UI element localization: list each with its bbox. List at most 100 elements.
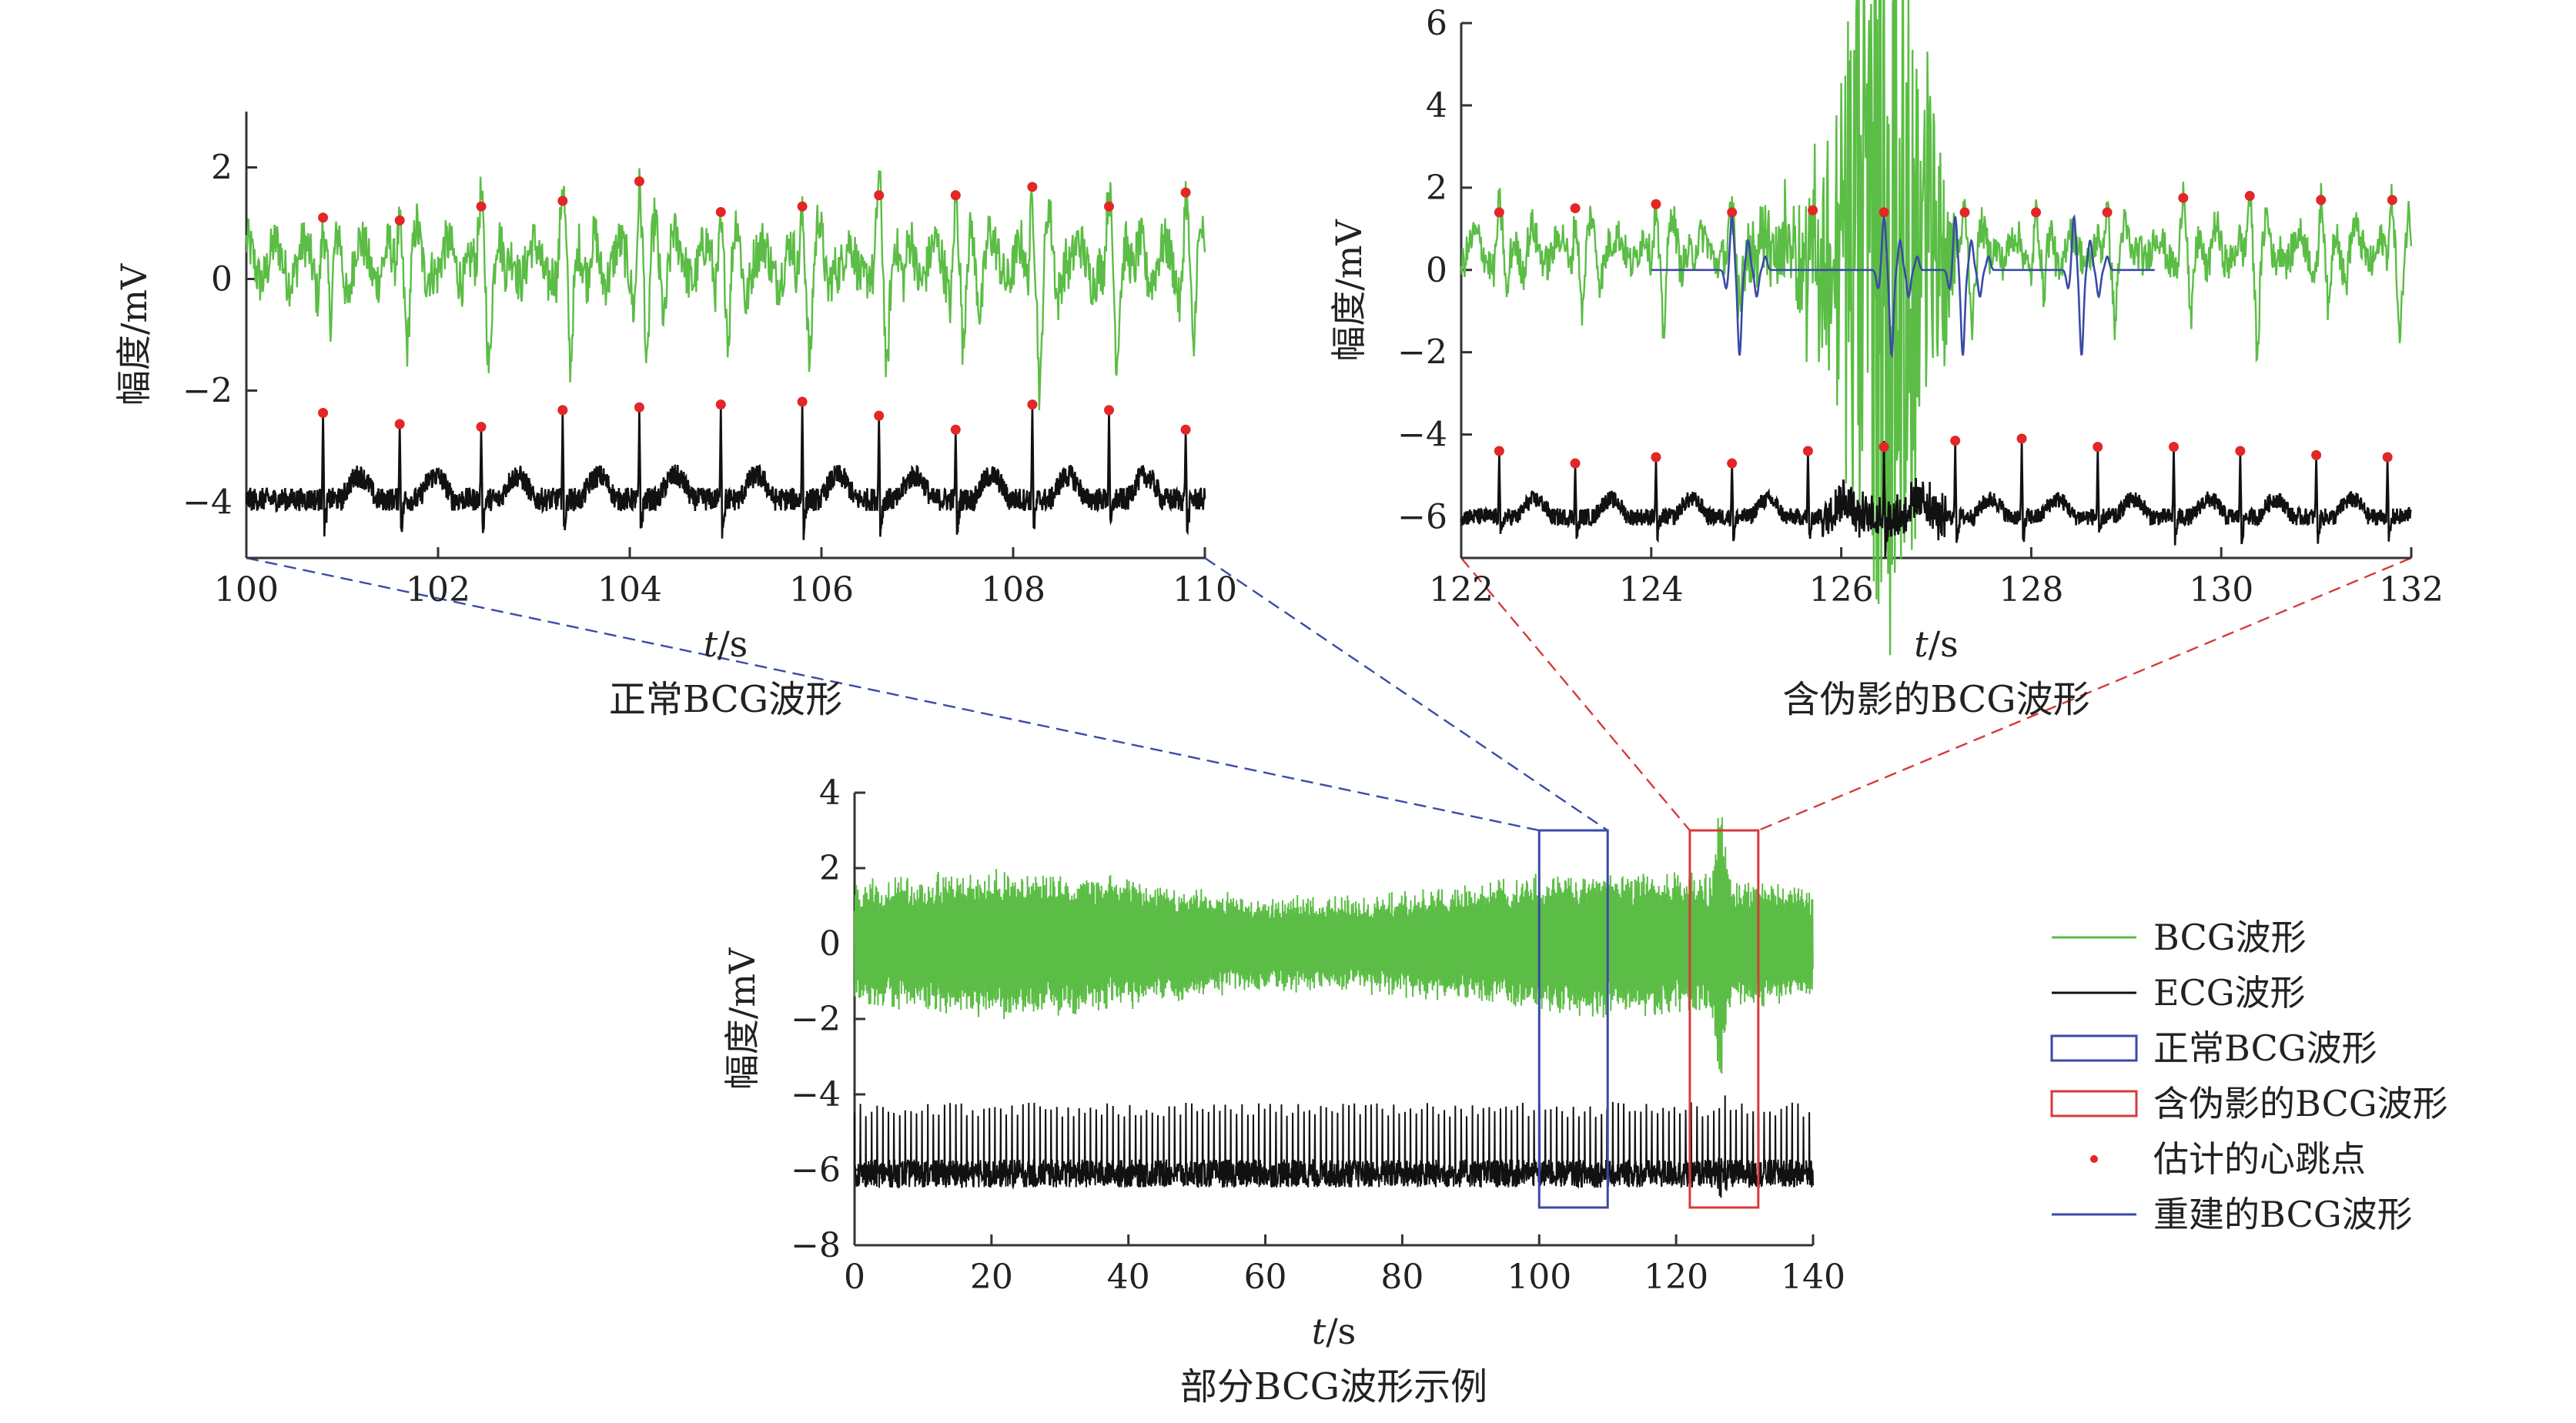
x-tick-label: 60 <box>1244 1258 1287 1297</box>
x-tick-label: 104 <box>597 570 662 610</box>
zoom-connector-left <box>1460 557 1691 831</box>
x-tick-label: 108 <box>981 570 1045 610</box>
y-tick-label: −6 <box>1397 498 1447 537</box>
x-tick-label: 100 <box>1507 1258 1571 1297</box>
x-axis-label-var: t <box>1312 1311 1326 1352</box>
legend-label: 含伪影的BCG波形 <box>2153 1083 2448 1124</box>
bcg-beat-marker <box>1878 207 1889 218</box>
zoom-box-artifact <box>1688 829 1760 1209</box>
chart-panels: 100 102 104 106 108 11020−2−4幅度/mVt/s正常BCG波形1… <box>113 0 2444 1408</box>
zoom-connector-right <box>1758 556 2412 832</box>
ecg-beat-marker <box>1878 442 1889 453</box>
ecg-beat-marker <box>874 410 885 421</box>
legend-item-bcg: BCG波形 <box>2052 917 2307 958</box>
bcg-beat-marker <box>476 201 487 212</box>
legend-label: BCG波形 <box>2153 917 2307 958</box>
legend-item-recon: 重建的BCG波形 <box>2052 1194 2413 1235</box>
bcg-beat-marker <box>2031 207 2042 218</box>
y-tick-label: −4 <box>182 483 233 523</box>
ecg-beat-marker <box>318 408 329 418</box>
ecg-beat-marker <box>1027 399 1038 410</box>
y-tick-label: 0 <box>819 924 841 964</box>
legend-item-normal_box: 正常BCG波形 <box>2050 1027 2377 1069</box>
ecg-beat-marker <box>476 422 487 433</box>
ecg-beat-marker <box>2169 442 2179 453</box>
x-tick-label: 130 <box>2189 570 2253 610</box>
ecg-beat-marker <box>1494 446 1504 456</box>
x-axis-label-var: t <box>704 623 718 665</box>
x-axis-label-var: t <box>1914 623 1929 665</box>
y-axis-label: 幅度/mV <box>113 263 155 406</box>
panel-caption: 正常BCG波形 <box>609 678 842 721</box>
legend-item-ecg: ECG波形 <box>2052 972 2306 1014</box>
legend-label: 重建的BCG波形 <box>2153 1194 2413 1235</box>
x-tick-label: 0 <box>844 1258 865 1297</box>
bcg-beat-marker <box>1027 182 1038 192</box>
legend-item-artifact_box: 含伪影的BCG波形 <box>2050 1083 2448 1124</box>
x-tick-label: 80 <box>1380 1258 1423 1297</box>
panel-overview: 0 20 40 60 80 100 120 140420−2−4−6−8幅度/mVt/s部分B… <box>721 773 1845 1408</box>
legend-label: ECG波形 <box>2153 972 2306 1014</box>
bcg-beat-marker <box>2178 192 2189 203</box>
ecg-beat-marker <box>715 399 726 410</box>
y-axis-label: 幅度/mV <box>1328 219 1370 362</box>
x-tick-label: 122 <box>1429 570 1494 610</box>
bcg-beat-marker <box>1180 187 1191 198</box>
x-tick-label: 100 <box>214 570 279 610</box>
bcg-beat-marker <box>1727 207 1738 218</box>
ecg-beat-marker <box>1104 405 1114 416</box>
ecg-series-line <box>1460 438 2412 557</box>
y-tick-label: −6 <box>791 1151 841 1190</box>
bcg-beat-marker <box>634 176 644 187</box>
ecg-beat-marker <box>2235 446 2246 456</box>
ecg-beat-marker <box>557 405 568 416</box>
bcg-beat-marker <box>2316 195 2327 205</box>
ecg-beat-marker <box>2093 442 2103 453</box>
x-tick-label: 124 <box>1619 570 1684 610</box>
ecg-beat-marker <box>2016 433 2027 444</box>
x-tick-label: 120 <box>1644 1258 1708 1297</box>
x-axis-label: t/s <box>1312 1311 1357 1352</box>
x-axis-label-unit: /s <box>718 623 748 665</box>
panel-artifact: 122 124 126 128 130 132 6 4 2 0 −2 −4 −6 幅度/mV t/s 含伪影的… <box>1328 0 2444 721</box>
ecg-beat-marker <box>1727 458 1738 469</box>
bcg-beat-marker <box>394 215 405 225</box>
y-tick-label: −4 <box>1397 416 1447 455</box>
ecg-beat-marker <box>1950 436 1961 446</box>
x-axis-label-unit: /s <box>1929 623 1959 665</box>
legend-label: 正常BCG波形 <box>2153 1027 2377 1069</box>
y-tick-label: 2 <box>1426 169 1447 208</box>
y-tick-label: 4 <box>819 773 841 813</box>
zoom-connectors <box>246 556 2412 832</box>
ecg-beat-marker <box>2311 449 2322 460</box>
bcg-beat-marker <box>2387 195 2397 205</box>
ecg-beat-marker <box>394 419 405 429</box>
ecg-beat-marker <box>2382 452 2393 463</box>
ecg-beat-marker <box>634 402 644 413</box>
bcg-series-line <box>1460 0 2413 656</box>
x-axis-label-unit: /s <box>1326 1311 1356 1352</box>
ecg-beat-marker <box>1651 452 1661 463</box>
bcg-series-line <box>245 168 1206 410</box>
y-tick-label: 2 <box>211 149 233 188</box>
bcg-beat-marker <box>557 195 568 206</box>
bcg-beat-marker <box>318 212 329 223</box>
x-tick-label: 20 <box>970 1258 1013 1297</box>
legend-swatch-dot <box>2090 1155 2098 1163</box>
bcg-beat-marker <box>1651 199 1661 209</box>
panel-caption: 部分BCG波形示例 <box>1180 1365 1487 1408</box>
ecg-beat-marker <box>797 396 808 407</box>
x-tick-label: 40 <box>1107 1258 1150 1297</box>
y-tick-label: 2 <box>819 849 841 888</box>
bcg-beat-marker <box>797 201 808 212</box>
legend-item-beat_marker: 估计的心跳点 <box>2090 1138 2366 1180</box>
x-axis-label: t/s <box>704 623 748 665</box>
recon-series-line <box>1651 214 2155 359</box>
x-tick-label: 140 <box>1781 1258 1845 1297</box>
bcg-beat-marker <box>950 190 961 201</box>
x-tick-label: 126 <box>1809 570 1874 610</box>
y-axis-label: 幅度/mV <box>721 947 763 1090</box>
panel-caption: 含伪影的BCG波形 <box>1782 678 2089 721</box>
